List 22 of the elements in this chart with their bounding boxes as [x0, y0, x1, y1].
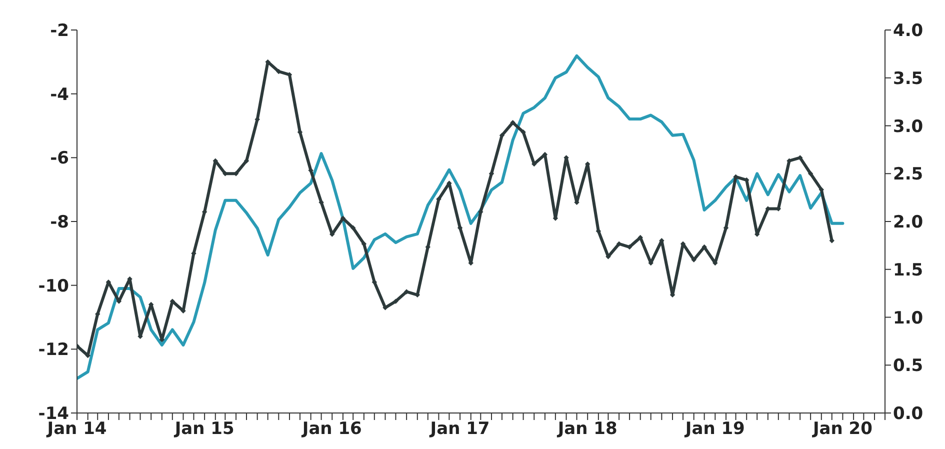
x-tick-label: Jan 16 [301, 419, 362, 440]
x-tick-label: Jan 14 [46, 419, 107, 440]
x-tick-label: Jan 17 [429, 419, 490, 440]
y-tick-label: -6 [50, 148, 69, 169]
y-tick-label: -8 [50, 212, 69, 233]
y2-tick-label: 2.0 [893, 212, 924, 233]
y2-tick-label: 2.5 [893, 164, 924, 185]
x-tick-label: Jan 20 [812, 419, 873, 440]
y2-tick-label: 3.5 [893, 68, 924, 89]
y-tick-label: -12 [38, 340, 69, 360]
x-tick-label: Jan 18 [556, 419, 618, 440]
y2-tick-label: 0.5 [893, 356, 924, 376]
x-tick-label: Jan 19 [684, 419, 745, 440]
y2-tick-label: 1.5 [893, 260, 924, 280]
x-tick-label: Jan 15 [174, 419, 234, 440]
y2-tick-label: 3.0 [893, 116, 924, 137]
y-tick-label: -2 [50, 21, 69, 42]
y2-tick-label: 1.0 [893, 308, 924, 328]
y2-tick-label: 4.0 [893, 21, 924, 42]
y2-tick-label: 0.0 [893, 404, 924, 424]
y-tick-label: -10 [38, 276, 70, 296]
y-tick-label: -4 [50, 84, 70, 105]
